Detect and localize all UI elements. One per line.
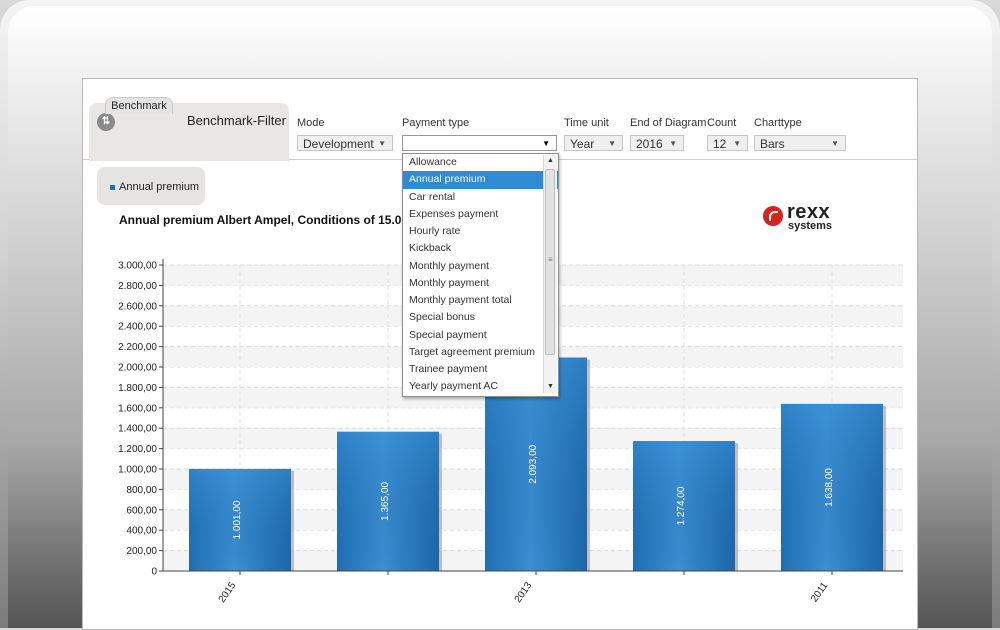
bar-highlight	[781, 403, 883, 571]
scroll-down-icon[interactable]: ▼	[547, 383, 554, 390]
bar-highlight	[633, 441, 735, 571]
bar-value-label: 1.365,00	[380, 481, 391, 520]
benchmark-tab[interactable]: Benchmark	[105, 97, 173, 114]
payment-type-dropdown-list[interactable]: Allowance Annual premium Car rental Expense…	[402, 153, 559, 397]
payment-type-select[interactable]: ▼	[402, 135, 557, 151]
dropdown-option[interactable]: Monthly payment total	[409, 294, 512, 306]
dropdown-scrollbar[interactable]: ▲ ≡ ▼	[543, 155, 557, 393]
rexx-systems-logo: rexx systems	[759, 201, 849, 235]
time-unit-select[interactable]: Year ▼	[564, 135, 623, 151]
mode-value: Development	[303, 137, 374, 151]
y-tick-label: 1.600,00	[118, 403, 157, 414]
x-tick-label: 2011	[809, 580, 831, 604]
y-tick-label: 3.000,00	[118, 261, 157, 272]
dropdown-option[interactable]: Special payment	[409, 328, 487, 341]
scroll-up-icon[interactable]: ▲	[547, 157, 554, 164]
dropdown-option[interactable]: Car rental	[409, 190, 456, 203]
time-unit-label: Time unit	[564, 117, 609, 129]
end-of-diagram-label: End of Diagram	[630, 117, 707, 129]
dropdown-option[interactable]: Yearly payment AC	[409, 380, 498, 393]
count-value: 12	[713, 137, 727, 151]
dropdown-option[interactable]: Allowance	[409, 156, 457, 168]
dropdown-option[interactable]: Hourly rate	[409, 225, 461, 237]
charttype-value: Bars	[760, 137, 785, 151]
y-tick-label: 1.200,00	[118, 444, 157, 455]
benchmark-filter-label: Benchmark-Filter	[187, 113, 286, 128]
x-axis: 2015 2013 2011	[163, 570, 903, 605]
dropdown-option[interactable]: Monthly payment	[409, 259, 489, 272]
bar-value-label: 1.274,00	[676, 486, 687, 525]
chevron-down-icon: ▼	[733, 139, 741, 148]
mode-label: Mode	[297, 117, 325, 129]
benchmark-panel: ⇅ Benchmark-Filter	[89, 103, 289, 161]
count-label: Count	[707, 117, 737, 129]
chevron-down-icon: ▼	[542, 139, 550, 148]
scroll-thumb[interactable]: ≡	[545, 169, 555, 355]
charttype-label: Charttype	[754, 117, 802, 129]
chevron-down-icon: ▼	[831, 139, 839, 148]
bar-highlight	[337, 431, 439, 571]
dropdown-option[interactable]: Kickback	[409, 242, 452, 255]
y-tick-label: 2.800,00	[118, 281, 157, 292]
y-tick-label: 2.400,00	[118, 322, 157, 333]
dropdown-option[interactable]: Special bonus	[409, 311, 475, 324]
end-of-diagram-value: 2016	[636, 137, 663, 151]
y-tick-label: 2.000,00	[118, 363, 157, 374]
dropdown-option[interactable]: Annual premium	[403, 171, 558, 189]
logo-word-systems: systems	[788, 220, 833, 232]
dropdown-option[interactable]: Monthly payment	[409, 276, 489, 289]
payment-type-label: Payment type	[402, 117, 470, 129]
swap-icon[interactable]: ⇅	[97, 113, 115, 131]
grip-icon: ≡	[548, 255, 553, 264]
time-unit-value: Year	[570, 137, 595, 151]
y-tick-label: 1.800,00	[118, 383, 157, 394]
y-axis: 0 200,00 400,00 600,00 800,00 1.000,00 1.200,0…	[118, 259, 164, 578]
chevron-down-icon: ▼	[378, 139, 386, 148]
bar-highlight	[189, 468, 291, 571]
filter-toolbar: ⇅ Benchmark-Filter Benchmark Mode Develo…	[83, 79, 917, 161]
y-tick-label: 1.400,00	[118, 424, 157, 435]
y-tick-label: 0	[151, 567, 157, 578]
dropdown-option[interactable]: Target agreement premium	[409, 345, 536, 358]
x-tick-label: 2013	[513, 580, 535, 605]
mode-select[interactable]: Development ▼	[297, 135, 393, 151]
y-tick-label: 2.600,00	[118, 301, 157, 312]
y-tick-label: 600,00	[126, 505, 157, 516]
y-tick-label: 1.000,00	[118, 465, 157, 476]
legend-annual-premium[interactable]: Annual premium	[97, 167, 205, 205]
bar-value-label: 1.001,00	[232, 500, 243, 539]
y-tick-label: 2.200,00	[118, 342, 157, 353]
chevron-down-icon: ▼	[608, 139, 616, 148]
y-tick-label: 200,00	[126, 546, 157, 557]
logo-mark	[763, 206, 783, 226]
charttype-select[interactable]: Bars ▼	[754, 135, 846, 151]
dropdown-option[interactable]: Expenses payment	[409, 207, 499, 220]
end-of-diagram-select[interactable]: 2016 ▼	[630, 135, 684, 151]
legend-label: Annual premium	[119, 181, 200, 193]
chart-title: Annual premium Albert Ampel, Conditions …	[119, 213, 409, 227]
legend-swatch	[110, 185, 115, 190]
logo-word-rexx: rexx	[787, 201, 831, 223]
x-tick-label: 2015	[217, 580, 239, 605]
count-select[interactable]: 12 ▼	[707, 135, 748, 151]
bar-value-label: 2.093,00	[528, 444, 539, 483]
chevron-down-icon: ▼	[669, 139, 677, 148]
dropdown-option[interactable]: Trainee payment	[409, 363, 488, 375]
bar-value-label: 1.638,00	[824, 468, 835, 507]
app-screen: ⇅ Benchmark-Filter Benchmark Mode Develo…	[82, 78, 918, 630]
y-tick-label: 400,00	[126, 526, 157, 537]
y-tick-label: 800,00	[126, 485, 157, 496]
